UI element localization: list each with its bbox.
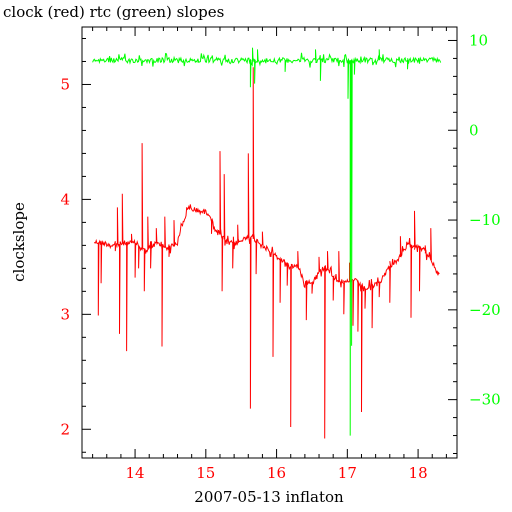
y-axis-label: clockslope <box>10 202 28 282</box>
y-right-tick-label: −30 <box>469 391 501 409</box>
y-left-tick-label: 5 <box>60 75 70 93</box>
y-left-tick-label: 4 <box>60 190 70 208</box>
x-tick-label: 18 <box>409 464 428 482</box>
y-right-tick-label: −10 <box>469 211 501 229</box>
x-tick-label: 15 <box>196 464 215 482</box>
y-left-tick-label: 2 <box>60 420 70 438</box>
chart-title: clock (red) rtc (green) slopes <box>3 3 224 21</box>
series-layer <box>92 47 442 439</box>
x-tick-label: 16 <box>267 464 286 482</box>
series-line-rtc <box>92 47 442 436</box>
y-right-tick-label: 10 <box>469 31 488 49</box>
y-left-tick-label: 3 <box>60 305 70 323</box>
series-line-clock <box>94 67 440 439</box>
x-axis-label: 2007-05-13 inflaton <box>194 488 344 506</box>
y-right-tick-label: −20 <box>469 301 501 319</box>
x-tick-label: 14 <box>126 464 145 482</box>
y-right-tick-label: 0 <box>469 121 479 139</box>
x-tick-label: 17 <box>338 464 357 482</box>
ticks-layer: 14 15 16 17 18 2 3 4 5 10 0 −10 −20 −30 <box>60 27 501 482</box>
plot-frame <box>81 26 458 459</box>
